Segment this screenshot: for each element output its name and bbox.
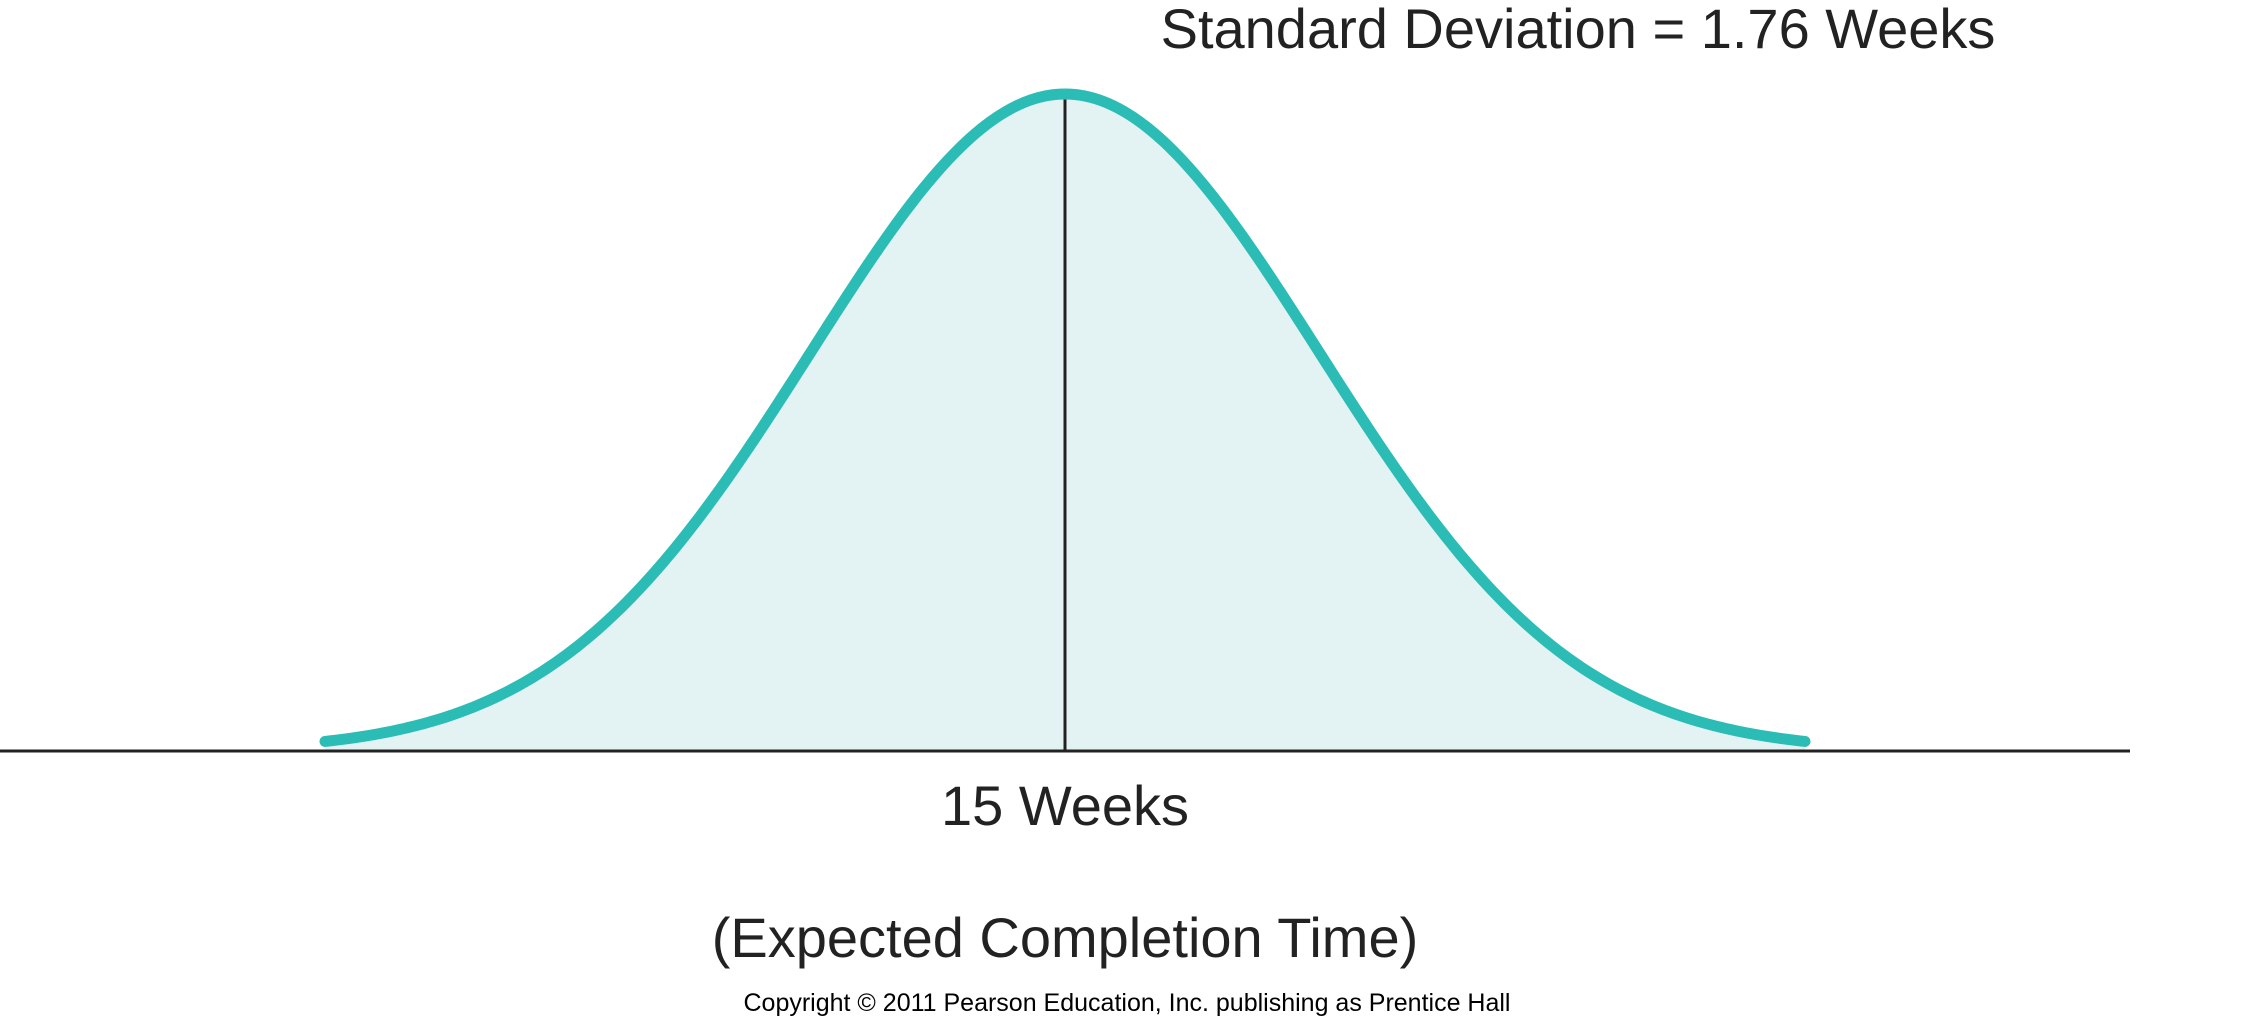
normal-curve-line [319,88,1811,747]
mean-label: 15 Weeks [941,774,1189,837]
copyright-notice: Copyright © 2011 Pearson Education, Inc.… [743,989,1510,1017]
mean-caption: (Expected Completion Time) [712,906,1419,969]
std-dev-label: Standard Deviation = 1.76 Weeks [1161,0,1996,60]
